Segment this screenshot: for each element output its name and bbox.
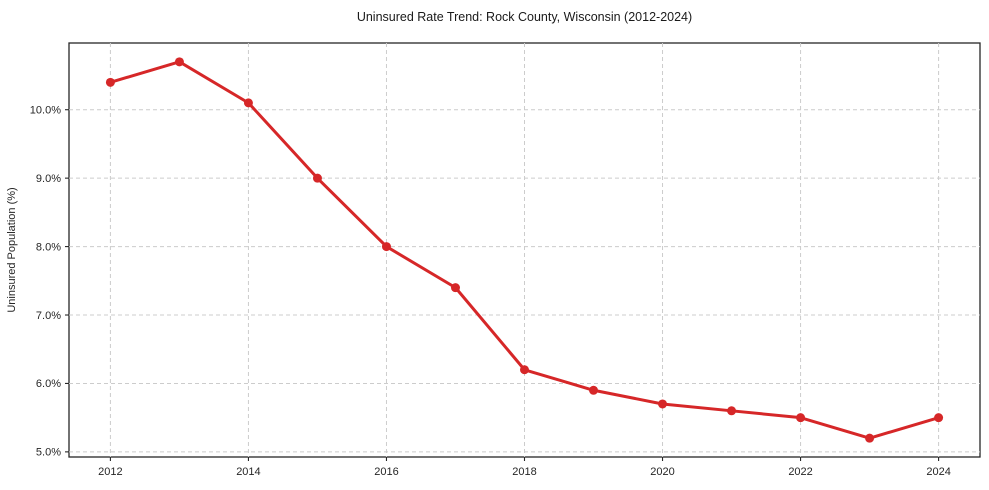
data-point-marker <box>658 399 668 409</box>
data-point-marker <box>589 385 599 395</box>
data-point-marker <box>520 365 529 375</box>
y-tick-label: 5.0% <box>36 447 61 459</box>
x-tick-label: 2014 <box>236 466 260 478</box>
data-point-marker <box>105 77 115 87</box>
y-tick-label: 9.0% <box>36 173 61 185</box>
data-point-marker <box>727 406 737 416</box>
x-tick-label: 2012 <box>98 466 122 478</box>
x-tick-label: 2016 <box>374 466 398 478</box>
y-axis-label: Uninsured Population (%) <box>6 187 18 312</box>
x-tick-label: 2018 <box>512 466 536 478</box>
y-tick-label: 10.0% <box>30 105 61 117</box>
y-tick-label: 8.0% <box>36 241 61 253</box>
data-point-marker <box>312 173 322 183</box>
data-point-marker <box>174 57 184 67</box>
data-point-marker <box>243 98 253 108</box>
y-tick-label: 6.0% <box>36 378 61 390</box>
data-point-marker <box>865 433 875 443</box>
x-tick-label: 2020 <box>650 466 674 478</box>
data-point-marker <box>381 242 391 252</box>
data-point-marker <box>796 413 806 423</box>
data-point-marker <box>934 413 944 423</box>
chart-title: Uninsured Rate Trend: Rock County, Wisco… <box>357 10 692 24</box>
data-point-marker <box>450 283 460 293</box>
x-tick-label: 2024 <box>926 466 950 478</box>
x-tick-label: 2022 <box>788 466 812 478</box>
y-tick-label: 7.0% <box>36 310 61 322</box>
